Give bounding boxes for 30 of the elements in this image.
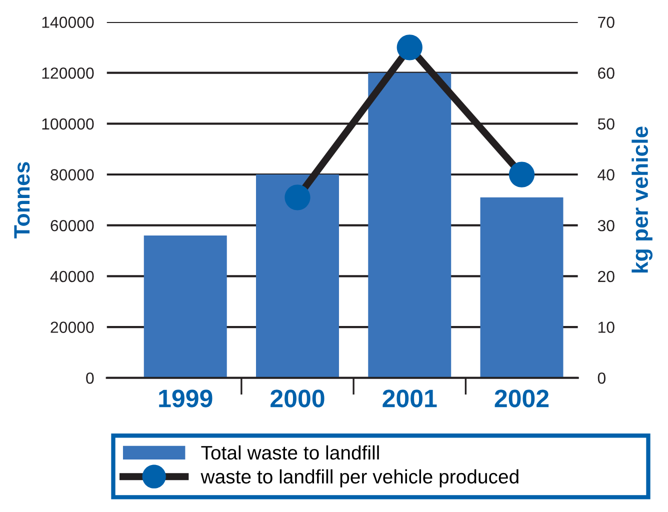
point — [284, 184, 310, 210]
y-tick-label: 80000 — [50, 169, 94, 180]
point — [396, 34, 422, 60]
x-tick-label: 1999 — [159, 390, 212, 408]
y-tick-label: 100000 — [42, 118, 94, 130]
point — [508, 162, 535, 188]
y2-tick-label: 30 — [598, 220, 614, 232]
y2-tick-label: 10 — [598, 322, 614, 333]
x-tick-label: 2001 — [382, 390, 437, 408]
y-tick-label: 20000 — [50, 322, 94, 333]
y2-tick-label: 40 — [598, 169, 614, 180]
y2-tick-label: 0 — [598, 372, 606, 384]
bar — [144, 236, 227, 378]
bar — [256, 174, 339, 378]
x-tick-label: 2000 — [270, 390, 324, 408]
y-tick-label: 0 — [86, 372, 94, 384]
y-tick-label: 140000 — [42, 16, 94, 28]
legend-label: waste to landfill per vehicle produced — [200, 469, 518, 488]
y2-axis-title: kg per vehicle — [632, 126, 653, 272]
y2-tick-label: 20 — [598, 270, 614, 282]
y2-tick-label: 60 — [598, 67, 614, 79]
x-tick-label: 2002 — [494, 390, 549, 408]
y2-tick-label: 50 — [598, 118, 614, 130]
y2-tick-label: 70 — [598, 16, 614, 28]
legend-label: Total waste to landfill — [201, 445, 379, 460]
bar — [480, 197, 564, 378]
y-axis-title: Tonnes — [14, 162, 30, 238]
y-tick-label: 120000 — [42, 67, 94, 79]
y-tick-label: 40000 — [50, 270, 94, 282]
y-tick-label: 60000 — [50, 220, 94, 232]
